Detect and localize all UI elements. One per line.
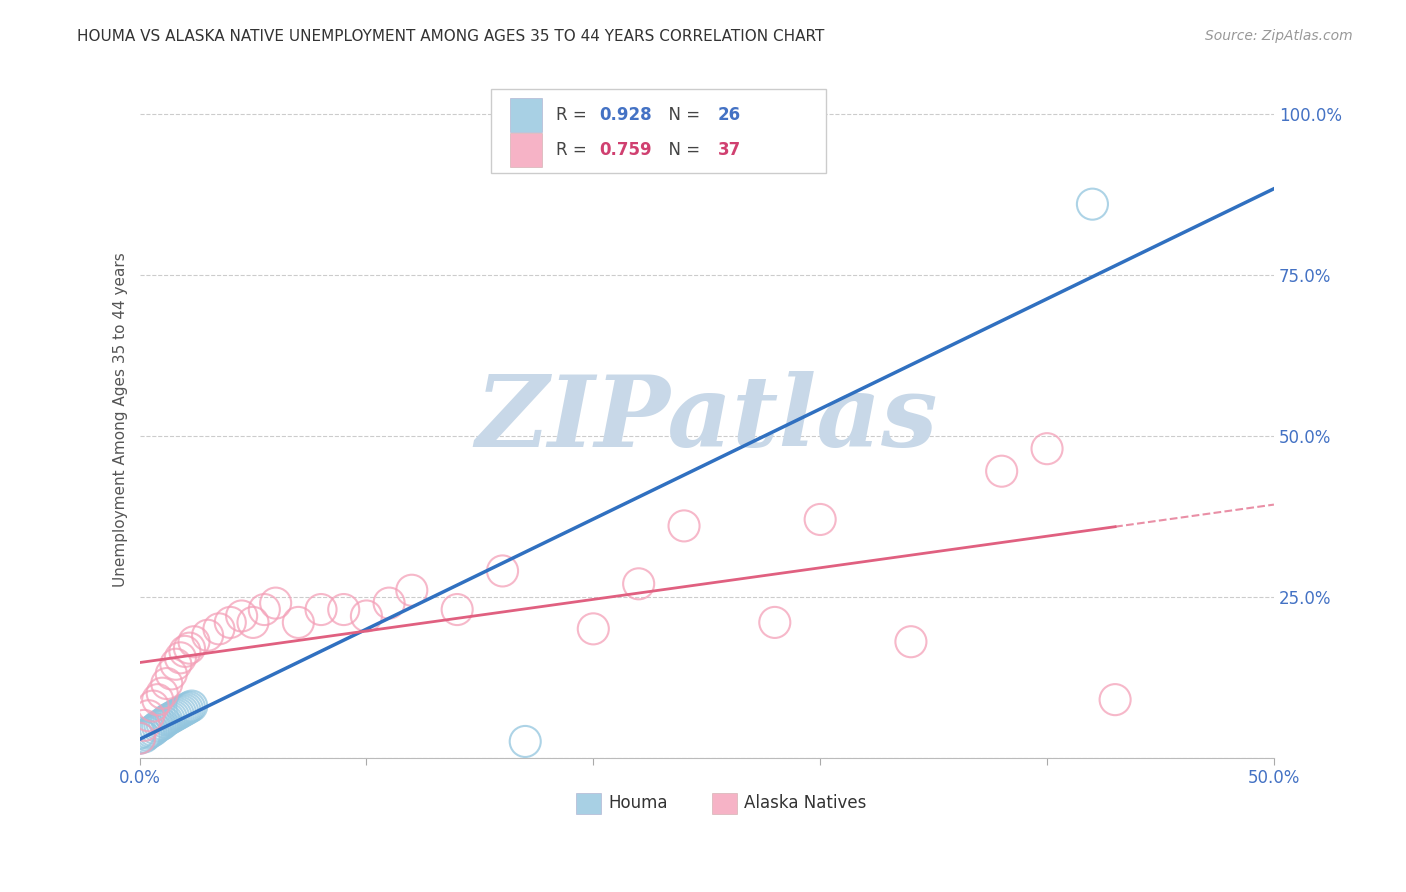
Point: [174, 644, 197, 658]
Point: [309, 602, 332, 616]
Point: [179, 641, 201, 656]
Point: [165, 657, 187, 672]
Point: [515, 734, 537, 748]
Point: [142, 699, 165, 714]
Point: [174, 703, 197, 717]
Point: [763, 615, 786, 630]
Point: [160, 666, 183, 681]
Point: [673, 519, 696, 533]
Point: [287, 615, 309, 630]
Point: [1036, 442, 1059, 456]
Point: [446, 602, 468, 616]
Point: [176, 701, 198, 715]
Text: HOUMA VS ALASKA NATIVE UNEMPLOYMENT AMONG AGES 35 TO 44 YEARS CORRELATION CHART: HOUMA VS ALASKA NATIVE UNEMPLOYMENT AMON…: [77, 29, 825, 44]
Point: [1104, 692, 1126, 706]
Point: [264, 596, 287, 610]
FancyBboxPatch shape: [713, 793, 737, 814]
Point: [139, 724, 162, 739]
Text: 0.759: 0.759: [599, 141, 651, 160]
Point: [900, 634, 922, 648]
Text: ZIPatlas: ZIPatlas: [475, 371, 938, 468]
Point: [165, 708, 187, 723]
Point: [253, 602, 276, 616]
Point: [167, 706, 190, 721]
Point: [491, 564, 513, 578]
Point: [135, 728, 157, 742]
Text: 0.928: 0.928: [599, 106, 651, 124]
Text: N =: N =: [658, 106, 706, 124]
Point: [169, 706, 191, 720]
Point: [132, 730, 155, 744]
Point: [183, 634, 205, 648]
Point: [179, 700, 201, 714]
Text: Source: ZipAtlas.com: Source: ZipAtlas.com: [1205, 29, 1353, 43]
Point: [162, 709, 184, 723]
Point: [582, 622, 605, 636]
Point: [150, 686, 173, 700]
FancyBboxPatch shape: [491, 88, 825, 173]
Point: [145, 722, 167, 736]
Point: [231, 609, 253, 624]
Point: [132, 718, 155, 732]
Text: R =: R =: [555, 106, 592, 124]
Text: Houma: Houma: [607, 795, 668, 813]
Point: [808, 512, 831, 526]
Point: [138, 708, 160, 723]
Point: [242, 615, 264, 630]
Point: [356, 609, 378, 624]
Point: [150, 717, 173, 731]
FancyBboxPatch shape: [510, 98, 543, 132]
Point: [128, 731, 150, 746]
Text: 37: 37: [718, 141, 741, 160]
Point: [153, 715, 176, 730]
Point: [146, 720, 169, 734]
Point: [172, 704, 194, 718]
Point: [1081, 197, 1104, 211]
Point: [160, 711, 183, 725]
Point: [169, 650, 191, 665]
Point: [180, 699, 202, 714]
Point: [219, 615, 242, 630]
Point: [138, 726, 160, 740]
Text: 26: 26: [718, 106, 741, 124]
Text: R =: R =: [555, 141, 592, 160]
Point: [208, 622, 231, 636]
Point: [332, 602, 354, 616]
Point: [156, 713, 179, 727]
Point: [149, 718, 172, 732]
Point: [627, 576, 650, 591]
Point: [156, 676, 179, 690]
Text: N =: N =: [658, 141, 706, 160]
Point: [142, 723, 165, 738]
Point: [146, 692, 169, 706]
Point: [401, 583, 423, 598]
FancyBboxPatch shape: [576, 793, 602, 814]
Text: Alaska Natives: Alaska Natives: [744, 795, 866, 813]
Point: [128, 731, 150, 746]
Point: [990, 464, 1012, 478]
FancyBboxPatch shape: [510, 134, 543, 167]
Y-axis label: Unemployment Among Ages 35 to 44 years: Unemployment Among Ages 35 to 44 years: [114, 252, 128, 587]
Point: [128, 726, 150, 740]
Point: [157, 712, 180, 726]
Point: [378, 596, 401, 610]
Point: [197, 628, 219, 642]
